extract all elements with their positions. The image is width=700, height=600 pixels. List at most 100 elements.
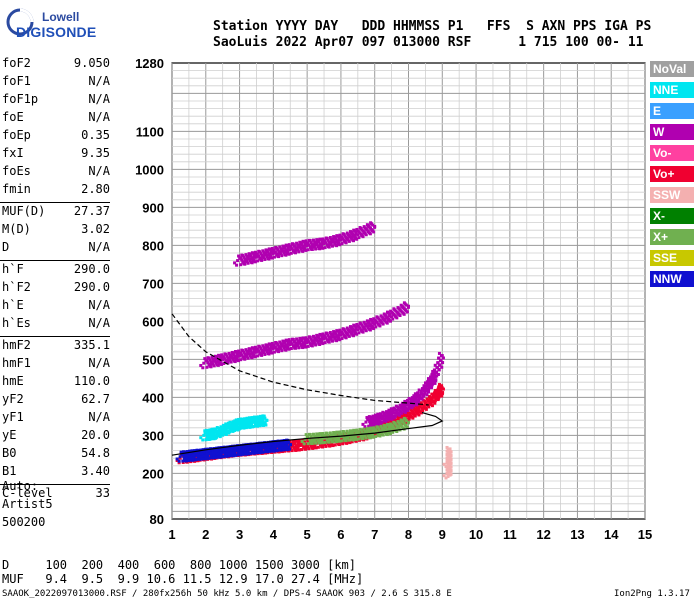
echo-mark-x (390, 423, 394, 427)
echo-mark-w (278, 346, 282, 350)
echo-mark-nnw (193, 449, 197, 453)
echo-mark-nne (228, 424, 232, 428)
echo-mark-w (302, 248, 306, 252)
echo-mark-nne (248, 425, 252, 429)
echo-mark-w (357, 331, 361, 335)
echo-mark-w (364, 227, 368, 231)
echo-mark-x (352, 428, 356, 432)
echo-mark-vo (440, 386, 444, 390)
echo-mark-w (426, 380, 430, 384)
echo-mark-w (351, 333, 355, 337)
echo-mark-ssw (445, 472, 449, 476)
echo-mark-x (377, 433, 381, 437)
echo-mark-w (328, 242, 332, 246)
echo-mark-nne (208, 432, 212, 436)
echo-mark-w (276, 343, 280, 347)
echo-mark-nne (201, 438, 205, 442)
echo-mark-w (251, 354, 255, 358)
echo-mark-vo (350, 440, 354, 444)
echo-mark-w (221, 358, 225, 362)
echo-mark-x (355, 437, 359, 441)
x-tick-label: 7 (371, 527, 378, 542)
echo-mark-w (412, 395, 416, 399)
x-tick-label: 12 (536, 527, 550, 542)
echo-mark-vo (410, 415, 414, 419)
echo-mark-w (346, 233, 350, 237)
echo-mark-nne (214, 429, 218, 433)
echo-mark-w (267, 247, 271, 251)
echo-mark-nne (251, 418, 255, 422)
echo-mark-nne (217, 428, 221, 432)
echo-mark-nne (219, 431, 223, 435)
echo-mark-w (434, 379, 438, 383)
x-tick-label: 3 (236, 527, 243, 542)
echo-mark-vo (428, 396, 432, 400)
echo-mark-w (372, 230, 376, 234)
echo-mark-x (304, 433, 308, 437)
echo-mark-x (385, 429, 389, 433)
echo-mark-nnw (224, 447, 228, 451)
param-row: h`F 290.0 (0, 262, 110, 280)
echo-mark-w (373, 413, 377, 417)
echo-mark-w (337, 331, 341, 335)
echo-mark-vo (344, 441, 348, 445)
echo-mark-nnw (281, 443, 285, 447)
echo-mark-w (350, 326, 354, 330)
echo-mark-nne (243, 419, 247, 423)
echo-mark-nne (230, 421, 234, 425)
echo-mark-ssw (449, 457, 453, 461)
echo-mark-w (303, 340, 307, 344)
x-tick-label: 8 (405, 527, 412, 542)
echo-mark-nne (203, 429, 207, 433)
echo-mark-nne (246, 422, 250, 426)
echo-mark-w (338, 233, 342, 237)
echo-mark-w (237, 354, 241, 358)
x-tick-label: 15 (638, 527, 652, 542)
echo-mark-nne (226, 421, 230, 425)
echo-mark-w (354, 327, 358, 331)
echo-mark-nnw (251, 451, 255, 455)
echo-mark-nne (209, 428, 213, 432)
echo-mark-w (302, 343, 306, 347)
legend-item-noval: NoVal (650, 61, 694, 77)
echo-mark-vo (437, 386, 441, 390)
footer-file-info: SAAOK_2022097013000.RSF / 280fx256h 50 k… (2, 589, 452, 599)
header-values: SaoLuis 2022 Apr07 097 013000 RSF 1 715 … (213, 35, 644, 50)
echo-mark-w (289, 347, 293, 351)
echo-mark-w (252, 348, 256, 352)
echo-mark-x (332, 431, 336, 435)
echo-mark-w (321, 246, 325, 250)
echo-mark-w (247, 252, 251, 256)
echo-mark-w (246, 356, 250, 360)
echo-mark-w (369, 221, 373, 225)
echo-mark-nne (258, 424, 262, 428)
echo-mark-x (381, 428, 385, 432)
echo-mark-x (398, 423, 402, 427)
echo-mark-nnw (182, 450, 186, 454)
echo-mark-w (280, 249, 284, 253)
echo-mark-w (266, 348, 270, 352)
param-value: N/A (88, 316, 110, 330)
echo-mark-w (224, 359, 228, 363)
echo-mark-w (388, 413, 392, 417)
echo-mark-w (294, 341, 298, 345)
echo-mark-w (362, 320, 366, 324)
echo-mark-w (335, 329, 339, 333)
legend-item-ssw: SSW (650, 187, 694, 203)
echo-mark-w (296, 243, 300, 247)
echo-mark-w (391, 317, 395, 321)
echo-mark-x (330, 440, 334, 444)
echo-mark-w (261, 350, 265, 354)
echo-mark-x (371, 430, 375, 434)
param-separator (0, 260, 110, 261)
echo-mark-nnw (194, 458, 198, 462)
echo-mark-ssw (447, 459, 451, 463)
echo-mark-nnw (278, 441, 282, 445)
echo-mark-w (269, 344, 273, 348)
echo-mark-w (266, 352, 270, 356)
echo-mark-w (364, 323, 368, 327)
echo-mark-nne (225, 429, 229, 433)
echo-mark-nne (263, 416, 267, 420)
echo-mark-w (290, 337, 294, 341)
echo-mark-w (251, 353, 255, 357)
